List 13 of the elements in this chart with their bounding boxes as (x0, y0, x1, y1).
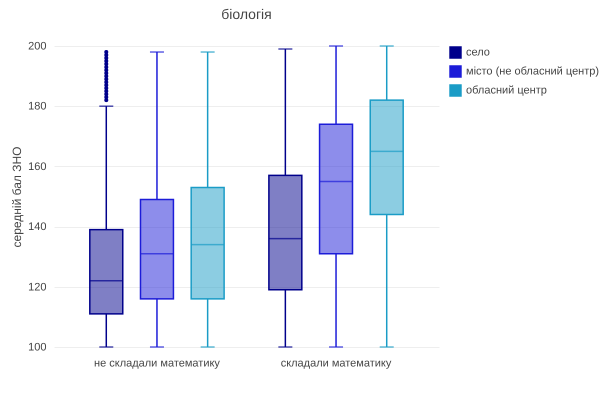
x-tick-label: складали математику (280, 358, 392, 370)
legend-label: місто (не обласний центр) (466, 66, 600, 78)
y-tick-label: 160 (28, 160, 46, 173)
y-tick-label: 200 (28, 40, 46, 52)
x-tick-label: не складали математику (94, 358, 220, 370)
y-axis-title: середній бал ЗНО (10, 146, 24, 248)
chart-title: біологія (221, 6, 272, 22)
y-tick-label: 120 (28, 281, 46, 294)
y-tick-label: 180 (28, 100, 46, 113)
y-tick-label: 140 (28, 221, 46, 234)
legend-label: село (466, 46, 490, 58)
y-tick-label: 100 (28, 342, 46, 354)
legend-label: обласний центр (466, 84, 547, 96)
